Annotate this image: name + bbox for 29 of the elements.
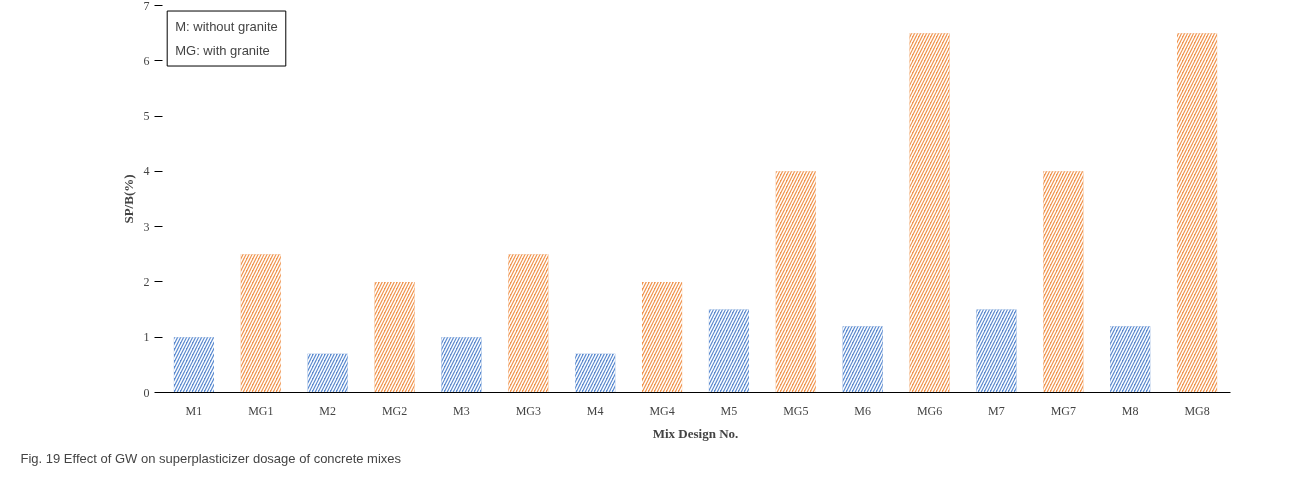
x-tick-label: MG5 [783, 403, 809, 418]
y-tick-label: 3 [143, 219, 150, 234]
x-tick-label: M7 [988, 403, 1005, 418]
x-tick-label: MG1 [248, 403, 274, 418]
x-tick-label: MG6 [916, 403, 943, 418]
annotation: MG: with granite [175, 43, 270, 59]
caption: Fig. 19 Effect of GW on superplasticizer dosage of concrete mixes [20, 450, 402, 466]
x-tick-label: MG8 [1184, 403, 1210, 418]
x-tick-label: M3 [453, 403, 470, 418]
x-tick-label: MG4 [649, 403, 675, 418]
x-tick-label: M5 [720, 403, 738, 418]
y-tick-label: 1 [143, 330, 150, 345]
x-tick-label: M4 [586, 403, 604, 418]
y-tick-label: 0 [143, 385, 150, 400]
x-tick-label: MG3 [515, 403, 541, 418]
annotation: M: without granite [175, 19, 278, 35]
x-tick-label: MG7 [1050, 403, 1076, 418]
y-tick-label: 2 [143, 274, 150, 289]
x-tick-label: MG2 [381, 403, 408, 418]
y-tick-label: 7 [143, 0, 150, 13]
y-tick-label: 5 [143, 109, 150, 124]
x-tick-label: M2 [319, 403, 337, 418]
y-tick-label: 4 [143, 164, 150, 179]
x-axis-title: Mix Design No. [652, 425, 739, 441]
x-tick-label: M6 [854, 403, 872, 418]
y-axis-title: SP/B(%) [120, 174, 136, 224]
x-tick-label: M1 [185, 403, 203, 418]
x-tick-label: M8 [1121, 403, 1139, 418]
y-tick-label: 6 [143, 53, 150, 68]
